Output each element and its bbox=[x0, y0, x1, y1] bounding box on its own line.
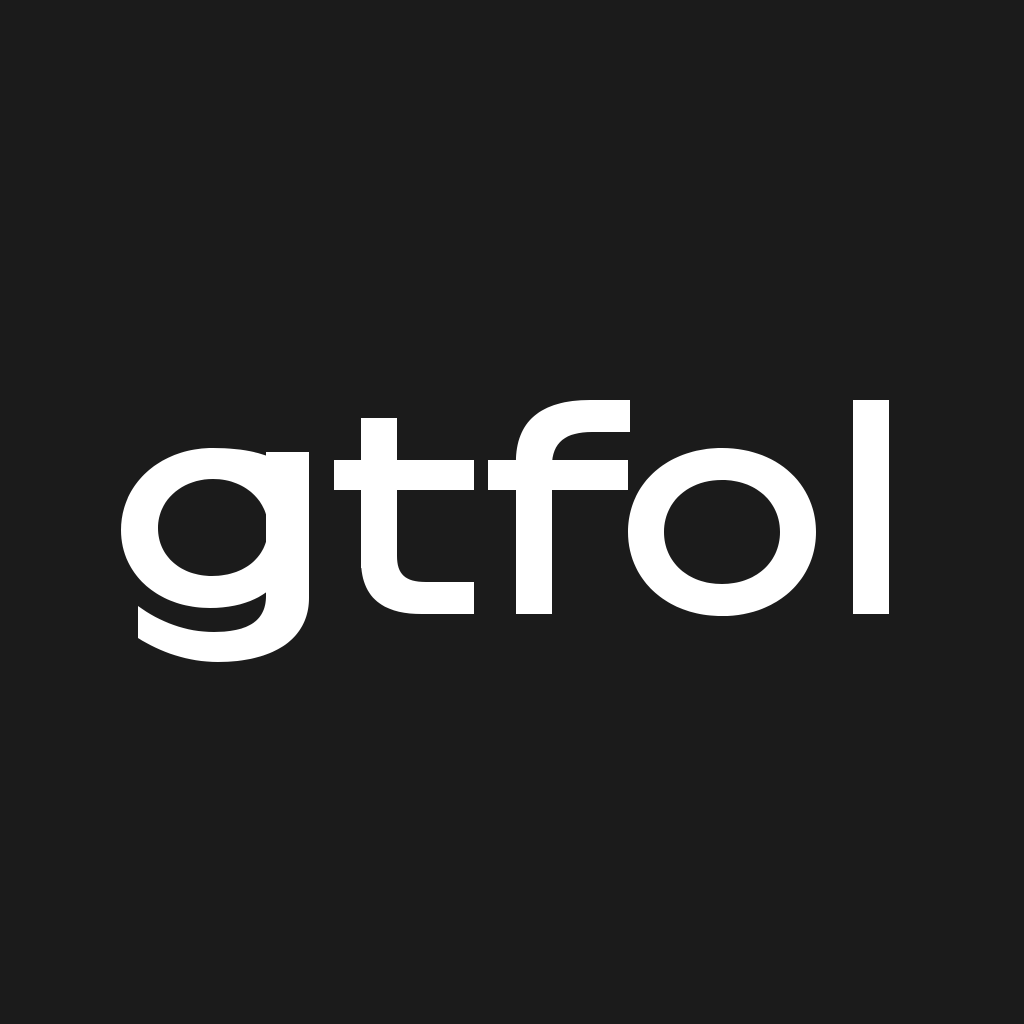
letter-t-stem bbox=[361, 418, 397, 568]
letter-t-base bbox=[361, 556, 474, 614]
letter-f-crossbar bbox=[488, 460, 628, 490]
letter-f-stem bbox=[516, 400, 630, 614]
letter-g-tail bbox=[138, 452, 309, 662]
letter-o bbox=[628, 448, 816, 616]
letter-g-bowl bbox=[121, 448, 283, 608]
letter-l bbox=[853, 400, 889, 614]
letter-t-crossbar bbox=[334, 460, 474, 490]
